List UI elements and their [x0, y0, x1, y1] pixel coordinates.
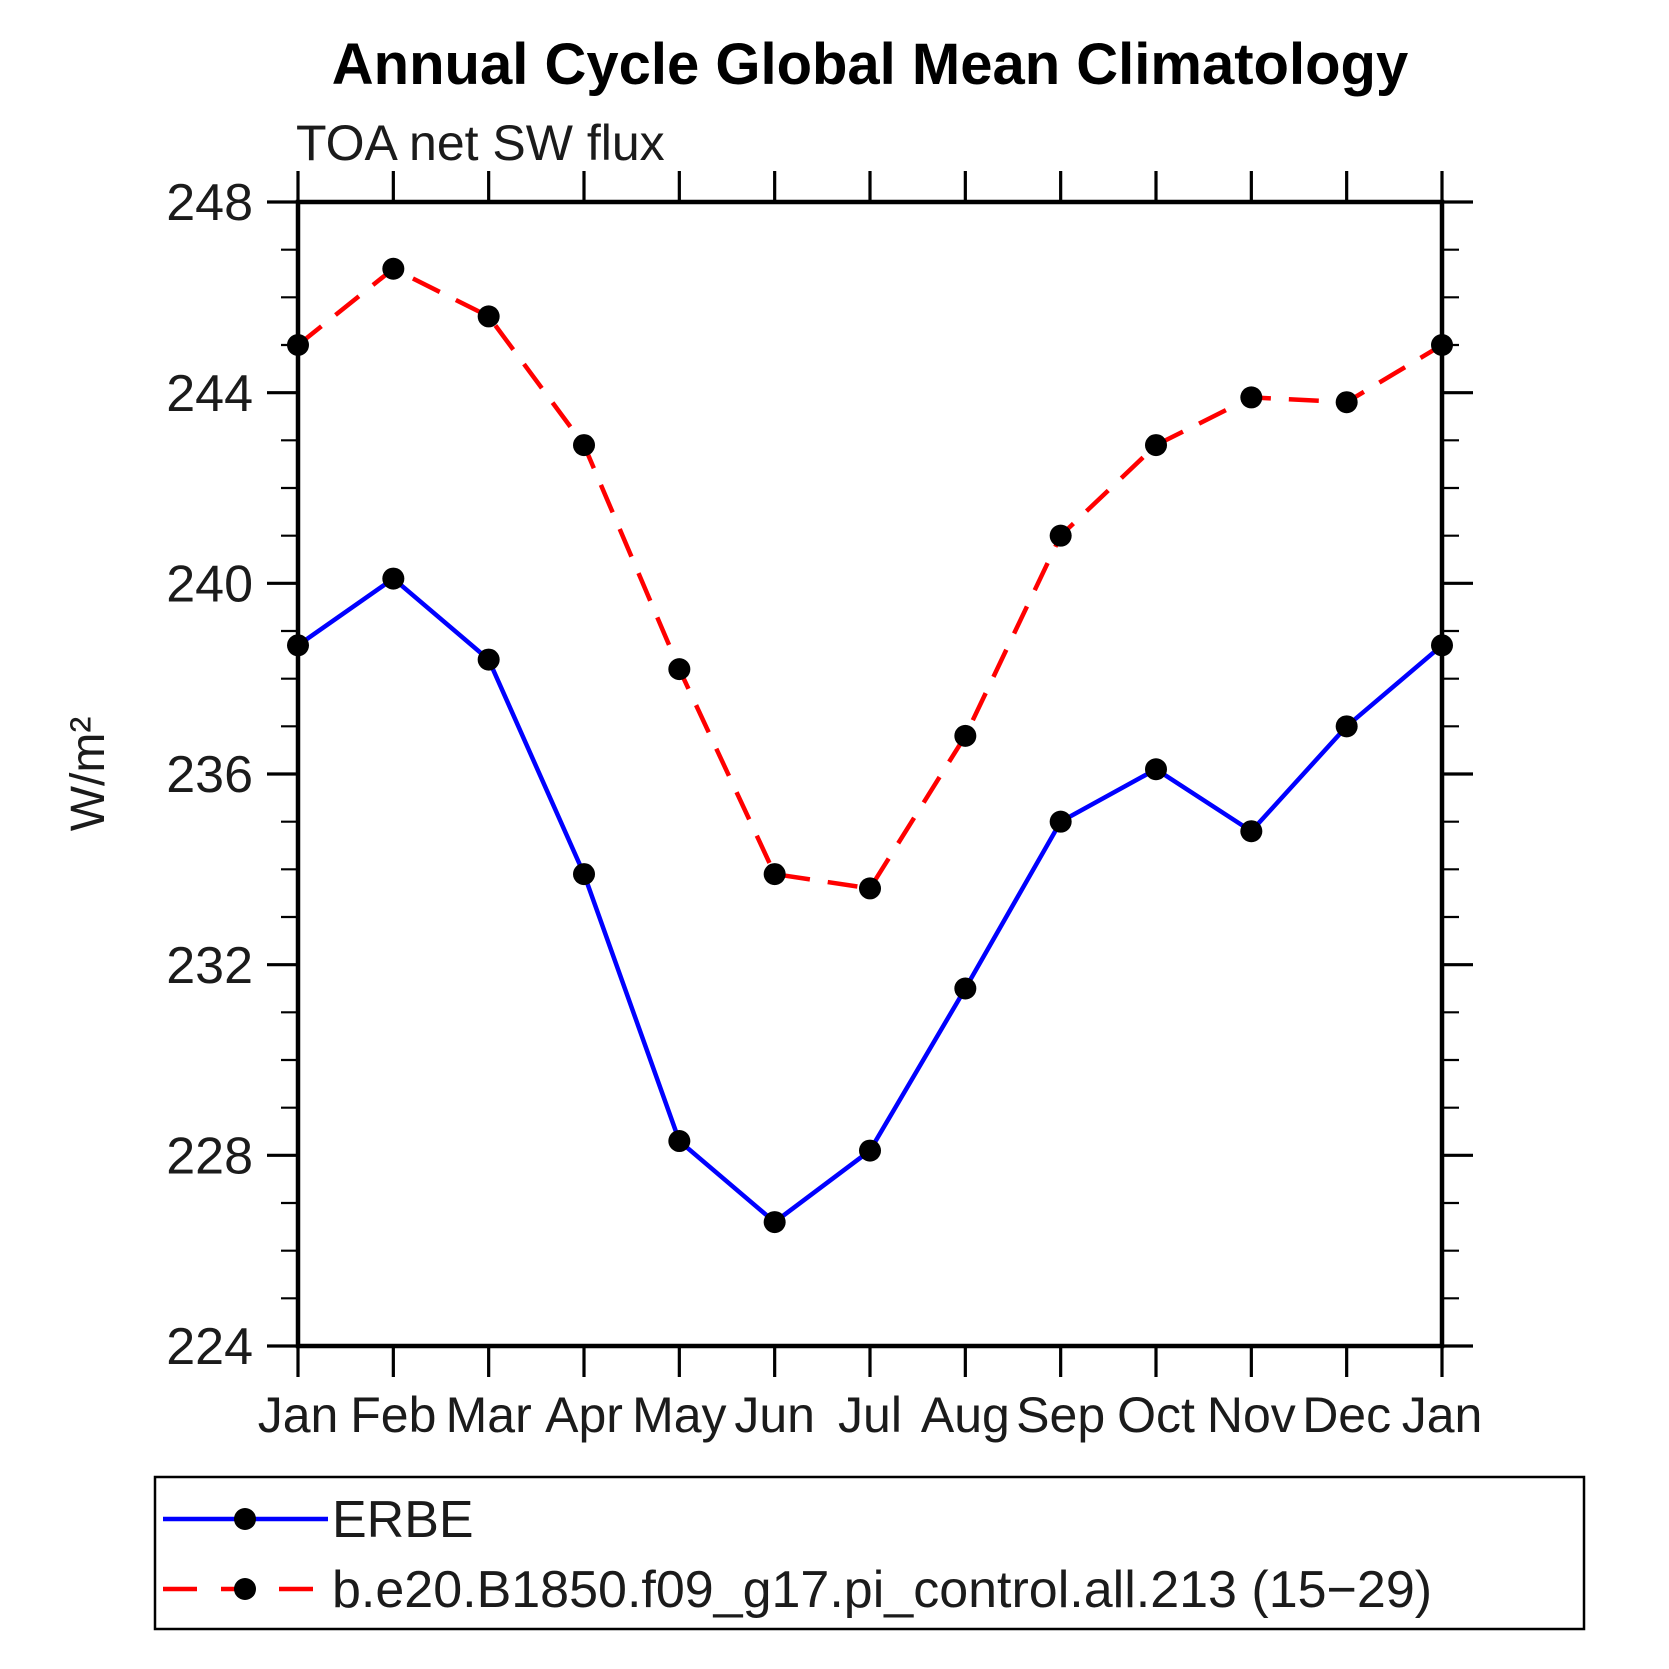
data-point-marker — [763, 863, 786, 886]
data-point-marker — [477, 648, 500, 671]
x-tick-label: Oct — [1117, 1387, 1195, 1443]
data-point-marker — [1049, 810, 1072, 833]
x-tick-label: Mar — [446, 1387, 532, 1443]
x-tick-label: Sep — [1016, 1387, 1105, 1443]
y-tick-label: 248 — [166, 174, 253, 232]
x-tick-label: Jan — [258, 1387, 339, 1443]
plot-frame — [295, 199, 1445, 1349]
y-axis-label: W/m² — [62, 717, 115, 832]
data-point-marker — [1335, 391, 1358, 414]
x-tick-label: Apr — [545, 1387, 623, 1443]
data-point-marker — [859, 1139, 881, 1162]
x-tick-label: May — [632, 1387, 726, 1443]
x-tick-label: Jun — [734, 1387, 815, 1443]
data-point-marker — [1049, 524, 1072, 547]
data-point-marker — [1240, 386, 1263, 409]
x-tick-label: Nov — [1207, 1387, 1296, 1443]
data-point-marker — [954, 977, 977, 1000]
x-tick-label: Dec — [1302, 1387, 1391, 1443]
data-point-marker — [287, 634, 309, 657]
y-tick-label: 224 — [166, 1318, 253, 1376]
data-point-marker — [1145, 758, 1167, 781]
data-point-marker — [859, 877, 881, 900]
chart-title: Annual Cycle Global Mean Climatology — [332, 32, 1408, 97]
y-tick-label: 236 — [166, 746, 253, 804]
x-tick-label: Feb — [350, 1387, 436, 1443]
data-point-marker — [1431, 334, 1453, 356]
data-point-marker — [763, 1211, 786, 1234]
y-tick-label: 228 — [166, 1128, 253, 1186]
data-point-marker — [1145, 434, 1167, 457]
legend-box — [153, 1475, 1586, 1631]
x-tick-label: Aug — [921, 1387, 1010, 1443]
series-group — [287, 257, 1453, 1234]
y-tick-label: 232 — [166, 937, 253, 995]
legend-marker-model-icon — [234, 1578, 256, 1600]
legend: ERBE b.e20.B1850.f09_g17.pi_control.all.… — [153, 1475, 1586, 1631]
x-tick-label: Jan — [1402, 1387, 1483, 1443]
data-point-marker — [954, 724, 977, 747]
model-line — [296, 266, 1444, 891]
data-point-marker — [382, 257, 405, 280]
erbe-line — [296, 575, 1444, 1225]
y-tick-label: 240 — [166, 556, 253, 614]
data-point-marker — [477, 305, 500, 328]
legend-label-model: b.e20.B1850.f09_g17.pi_control.all.213 (… — [332, 1561, 1432, 1619]
data-point-marker — [382, 567, 405, 590]
data-point-marker — [573, 863, 595, 886]
legend-label-erbe: ERBE — [332, 1491, 474, 1549]
data-point-marker — [1431, 634, 1453, 657]
data-point-marker — [287, 334, 309, 356]
x-tick-label: Jul — [838, 1387, 902, 1443]
data-point-marker — [1240, 820, 1263, 843]
data-point-marker — [668, 1130, 691, 1153]
data-point-marker — [573, 434, 595, 457]
y-tick-label: 244 — [166, 365, 253, 423]
legend-marker-erbe-icon — [234, 1508, 256, 1530]
data-point-marker — [1335, 715, 1358, 738]
chart-subtitle: TOA net SW flux — [296, 115, 665, 171]
data-point-marker — [668, 658, 691, 681]
